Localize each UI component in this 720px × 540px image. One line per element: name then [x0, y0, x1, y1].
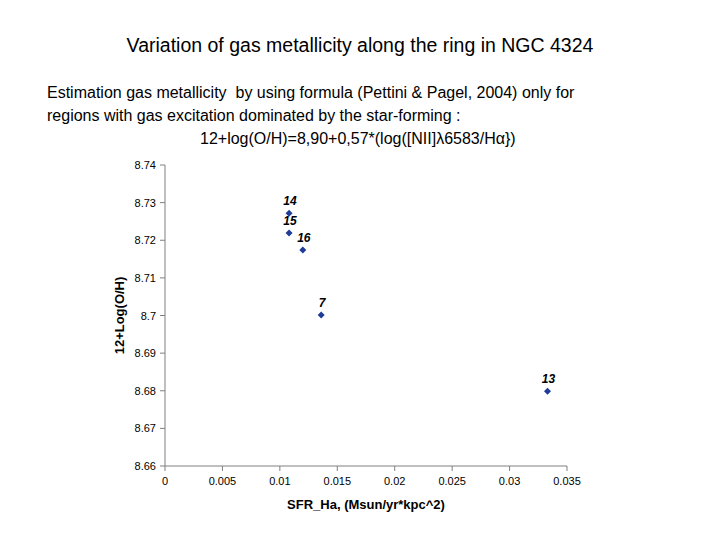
y-tick: [160, 390, 165, 391]
point-label: 7: [319, 296, 327, 310]
x-tick: [509, 466, 510, 471]
y-tick: [160, 353, 165, 354]
y-tick-label: 8.67: [135, 422, 156, 434]
chart: Variation of gas metallicity along the r…: [0, 0, 720, 540]
y-tick: [160, 202, 165, 203]
y-tick: [160, 240, 165, 241]
x-tick: [394, 466, 395, 471]
y-tick: [160, 466, 165, 467]
point-label: 13: [542, 372, 556, 386]
x-tick-label: 0: [162, 475, 168, 487]
x-tick-label: 0.01: [269, 475, 290, 487]
title: Variation of gas metallicity along the r…: [127, 34, 594, 56]
x-tick: [337, 466, 338, 471]
x-axis: [165, 466, 567, 467]
x-tick: [452, 466, 453, 471]
y-tick-label: 8.7: [141, 310, 156, 322]
x-tick: [165, 466, 166, 471]
y-tick: [160, 315, 165, 316]
x-tick: [279, 466, 280, 471]
y-tick-label: 8.71: [135, 272, 156, 284]
x-tick: [222, 466, 223, 471]
y-tick-label: 8.73: [135, 197, 156, 209]
x-tick-label: 0.005: [209, 475, 237, 487]
point: [286, 230, 293, 237]
subtitle: regions with gas excitation dominated by…: [47, 107, 461, 124]
y-tick-label: 8.69: [135, 347, 156, 359]
y-tick: [160, 428, 165, 429]
x-axis-label: SFR_Ha, (Msun/yr*kpc^2): [287, 497, 445, 512]
point: [299, 247, 306, 254]
subtitle: Estimation gas metallicity by using form…: [47, 84, 575, 101]
x-tick-label: 0.03: [499, 475, 520, 487]
x-tick-label: 0.025: [438, 475, 466, 487]
y-tick: [160, 277, 165, 278]
x-tick: [567, 466, 568, 471]
formula: 12+log(O/H)=8,90+0,57*(log([NII]λ6583/Hα…: [200, 130, 516, 147]
x-tick-label: 0.035: [553, 475, 581, 487]
y-tick-label: 8.66: [135, 460, 156, 472]
point: [544, 388, 551, 395]
y-tick-label: 8.68: [135, 385, 156, 397]
x-tick-label: 0.02: [384, 475, 405, 487]
y-tick-label: 8.72: [135, 234, 156, 246]
y-tick-label: 8.74: [135, 159, 156, 171]
point-label: 14: [283, 194, 297, 208]
point-label: 16: [297, 231, 311, 245]
point-label: 15: [283, 214, 297, 228]
y-tick: [160, 165, 165, 166]
point: [318, 312, 325, 319]
x-tick-label: 0.015: [324, 475, 352, 487]
y-axis-label: 12+Log(O/H): [112, 277, 127, 355]
marks: [286, 210, 551, 395]
